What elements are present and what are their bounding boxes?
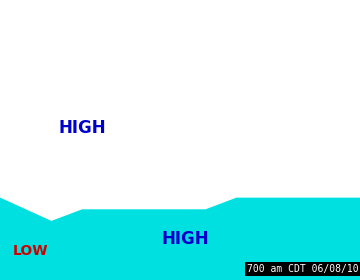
Text: LOW: LOW bbox=[13, 244, 49, 258]
Text: HIGH: HIGH bbox=[58, 119, 106, 137]
Text: 700 am CDT 06/08/10: 700 am CDT 06/08/10 bbox=[247, 264, 358, 274]
Text: HIGH: HIGH bbox=[161, 230, 209, 248]
Polygon shape bbox=[0, 198, 360, 280]
